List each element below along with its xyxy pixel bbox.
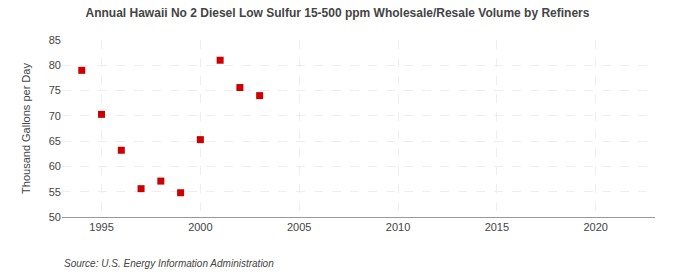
svg-text:Thousand Gallons per Day: Thousand Gallons per Day: [20, 63, 32, 194]
svg-text:60: 60: [49, 160, 61, 172]
svg-text:2010: 2010: [386, 221, 410, 233]
svg-text:70: 70: [49, 110, 61, 122]
svg-text:2000: 2000: [188, 221, 212, 233]
svg-text:1995: 1995: [89, 221, 113, 233]
svg-text:2020: 2020: [583, 221, 607, 233]
svg-text:2015: 2015: [485, 221, 509, 233]
svg-text:Source: U.S. Energy Informatio: Source: U.S. Energy Information Administ…: [64, 258, 274, 269]
svg-text:2005: 2005: [287, 221, 311, 233]
svg-text:80: 80: [49, 59, 61, 71]
svg-text:55: 55: [49, 186, 61, 198]
svg-text:75: 75: [49, 84, 61, 96]
svg-text:65: 65: [49, 135, 61, 147]
svg-text:50: 50: [49, 211, 61, 223]
svg-text:85: 85: [49, 34, 61, 46]
svg-text:Annual Hawaii No 2 Diesel Low: Annual Hawaii No 2 Diesel Low Sulfur 15-…: [86, 6, 590, 20]
